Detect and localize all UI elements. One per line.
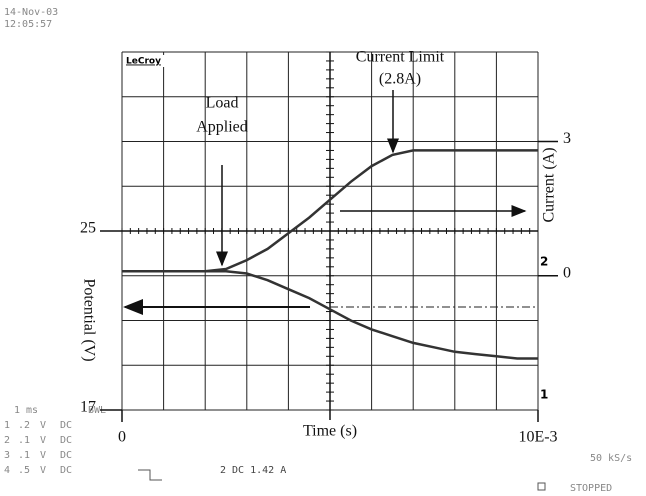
trigger-icon bbox=[138, 470, 162, 480]
timebase: 1 ms bbox=[14, 405, 38, 416]
y2-tick-label: 0 bbox=[563, 264, 571, 281]
y2-axis-label: Current (A) bbox=[541, 147, 558, 222]
channel-setting: .1 bbox=[18, 450, 30, 461]
annotation: Current Limit bbox=[356, 49, 445, 66]
y-tick-label: 25 bbox=[80, 220, 96, 237]
rate: 50 kS/s bbox=[590, 453, 632, 464]
channel-setting: 2 bbox=[4, 435, 10, 446]
channel-setting: DC bbox=[60, 420, 72, 431]
channel-setting: V bbox=[40, 435, 46, 446]
x-axis-label: Time (s) bbox=[303, 423, 357, 440]
channel-setting: .5 bbox=[18, 465, 30, 476]
channel-setting: 4 bbox=[4, 465, 10, 476]
x-tick-label: 0 bbox=[118, 429, 126, 446]
annotation: Load bbox=[206, 95, 239, 112]
channel-setting: DC bbox=[60, 435, 72, 446]
channel-setting: .2 bbox=[18, 420, 30, 431]
x-tick-label: 10E-3 bbox=[518, 429, 557, 446]
y-tick-label: 17 bbox=[80, 399, 96, 416]
status-box bbox=[538, 483, 545, 490]
channel-setting: V bbox=[40, 465, 46, 476]
annotation: (2.8A) bbox=[379, 71, 421, 88]
status: STOPPED bbox=[570, 483, 612, 494]
channel-setting: 3 bbox=[4, 450, 10, 461]
annotation: Applied bbox=[196, 119, 248, 136]
channel-setting: V bbox=[40, 450, 46, 461]
channel-marker: 2 bbox=[540, 255, 548, 269]
brand: LeCroy bbox=[126, 57, 161, 67]
channel-setting: DC bbox=[60, 465, 72, 476]
channel-setting: 1 bbox=[4, 420, 10, 431]
y2-tick-label: 3 bbox=[563, 130, 571, 147]
channel-marker: 1 bbox=[540, 388, 548, 402]
channel-setting: DC bbox=[60, 450, 72, 461]
scope-screen: LeCroy Load Applied Current Limit (2.8A)… bbox=[0, 0, 646, 496]
channel-setting: V bbox=[40, 420, 46, 431]
date: 14-Nov-03 bbox=[4, 7, 58, 18]
y-axis-label: Potential (V) bbox=[80, 278, 97, 361]
channel-setting: .1 bbox=[18, 435, 30, 446]
trigger: 2 DC 1.42 A bbox=[220, 465, 286, 476]
clock: 12:05:57 bbox=[4, 19, 52, 30]
